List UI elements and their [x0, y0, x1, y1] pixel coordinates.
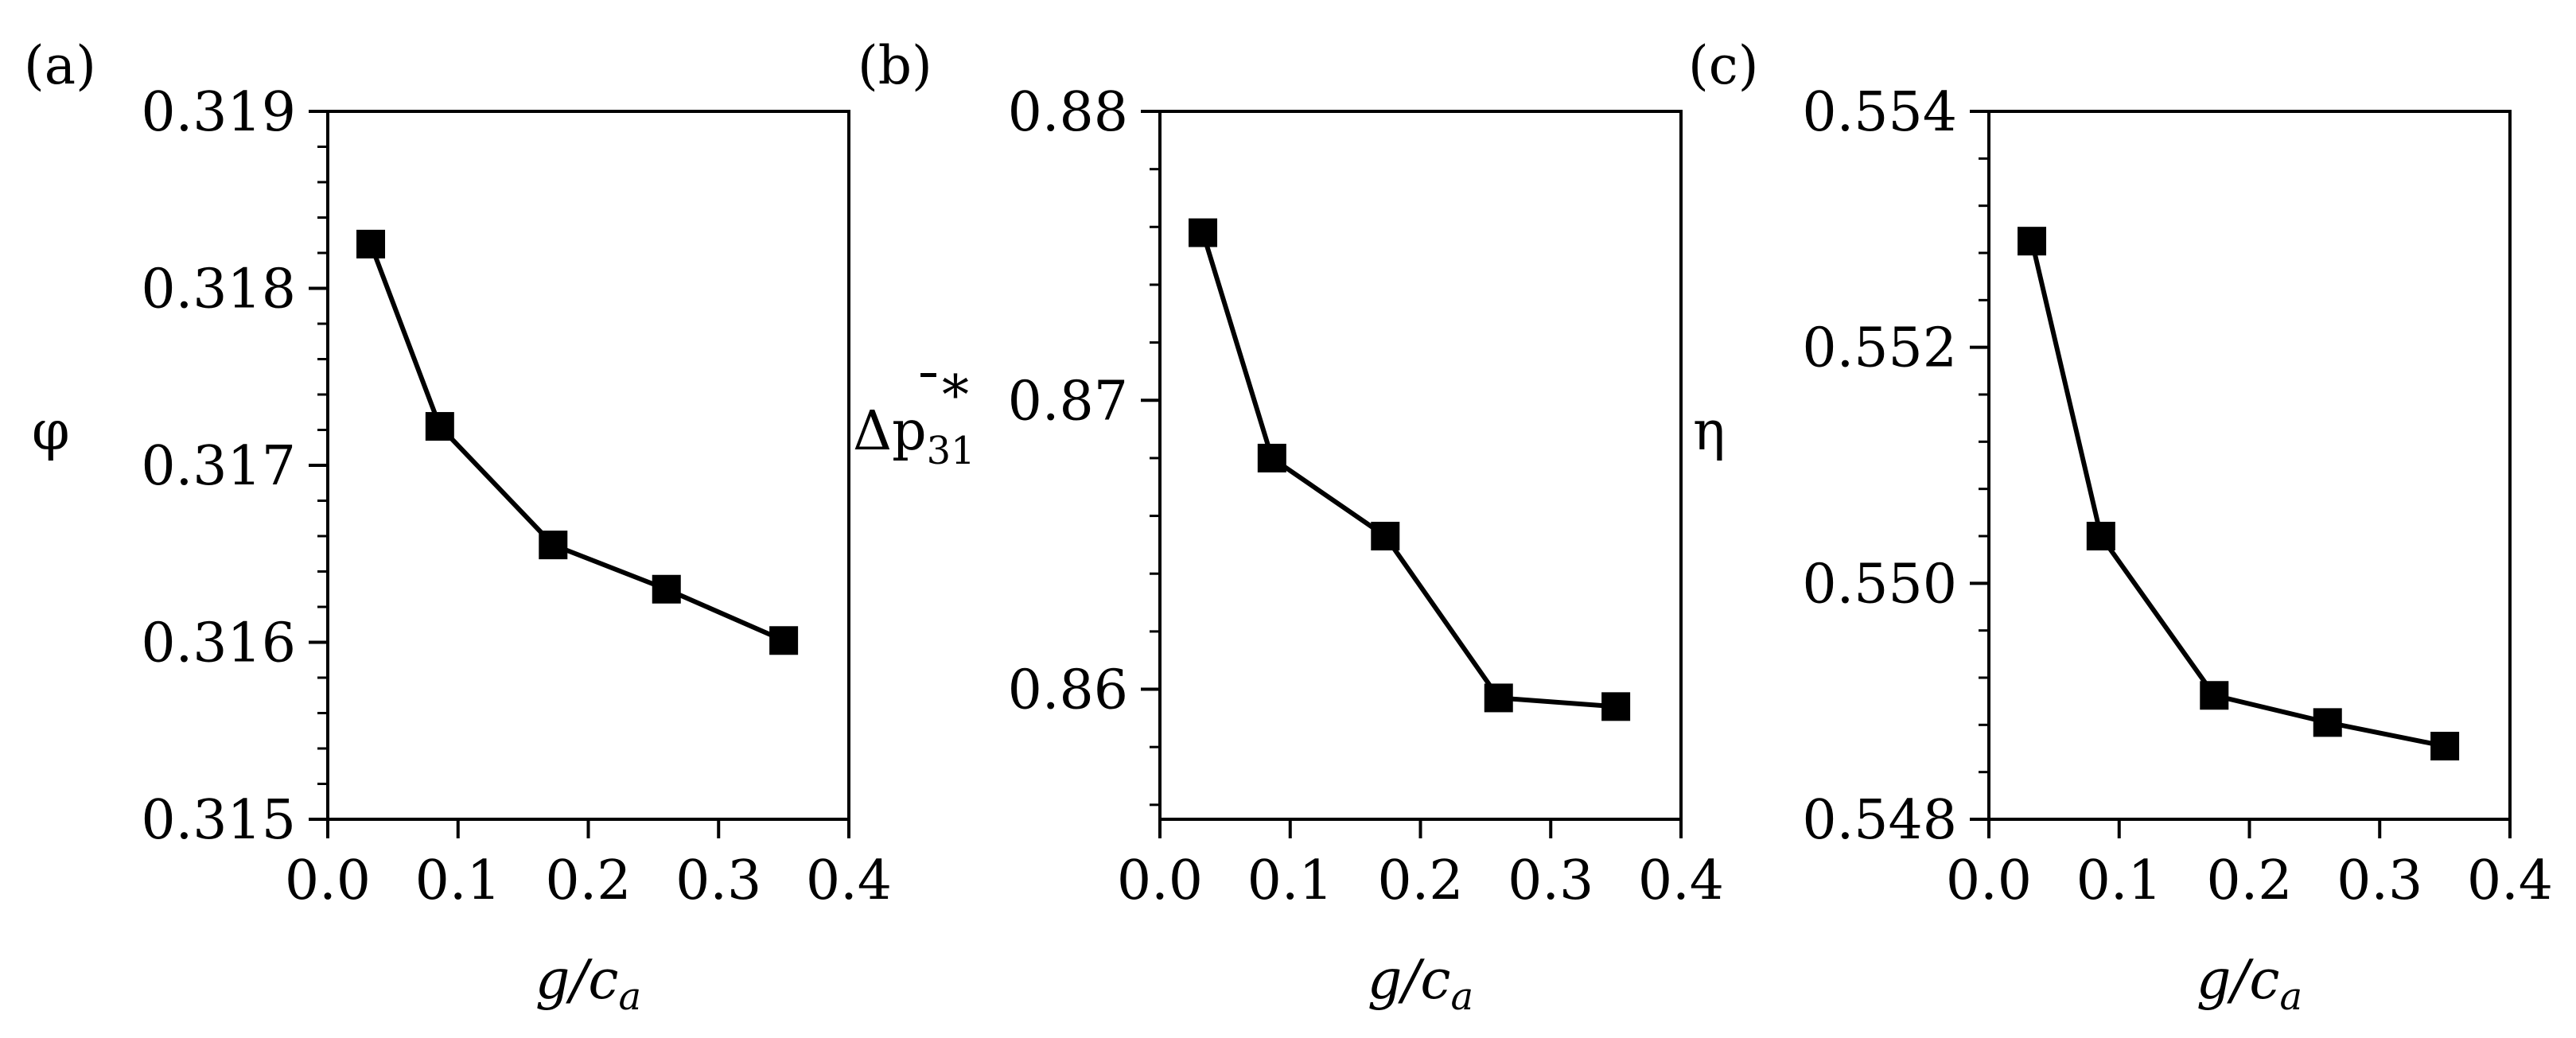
- y-axis-label: Δp31: [853, 400, 975, 473]
- series-line: [368, 243, 785, 643]
- data-point: [356, 229, 386, 259]
- x-tick-label: 0.1: [1247, 849, 1333, 912]
- y-axis-label-main: Δp: [853, 400, 927, 463]
- y-axis-label-sup: ̄*: [920, 364, 969, 427]
- y-tick-label: 0.552: [1802, 317, 1957, 380]
- x-tick-label: 0.0: [1117, 849, 1203, 912]
- data-point: [1601, 692, 1631, 721]
- plot-frame: [326, 110, 850, 821]
- x-axis-label: g/ca: [535, 949, 641, 1019]
- y-tick-label: 0.318: [141, 259, 296, 321]
- y-tick-label: 0.554: [1802, 81, 1957, 144]
- x-tick-label: 0.0: [1946, 849, 2032, 912]
- y-axis-label-main: φ: [32, 400, 70, 463]
- y-tick-label: 0.317: [141, 435, 296, 498]
- chart-panel-a: 0.0 0.1 0.2 0.3 0.4 0.315 0.316 0.317 0.318 0.319…: [24, 35, 892, 1019]
- x-tick-label: 0.2: [1377, 849, 1463, 912]
- y-tick-label: 0.316: [141, 612, 296, 675]
- y-axis-label-sub: 31: [927, 429, 975, 473]
- x-tick-label: 0.4: [806, 849, 892, 912]
- x-tick-label: 0.4: [2467, 849, 2553, 912]
- x-axis-label: g/ca: [1368, 949, 1473, 1019]
- data-point: [539, 531, 568, 560]
- x-axis-label: g/ca: [2197, 949, 2302, 1019]
- y-tick-label: 0.87: [1008, 370, 1128, 433]
- series-line: [2029, 240, 2446, 748]
- x-tick-label: 0.1: [415, 849, 501, 912]
- x-axis-label-sub: a: [2279, 974, 2302, 1019]
- x-axis-label-sub: a: [1450, 974, 1473, 1019]
- y-tick-label: 0.550: [1802, 553, 1957, 616]
- x-tick-label: 0.1: [2076, 849, 2162, 912]
- x-tick-label: 0.3: [675, 849, 761, 912]
- x-tick-label: 0.3: [2337, 849, 2422, 912]
- y-axis-label: η: [1693, 400, 1726, 463]
- x-axis-label-main: g/c: [535, 949, 619, 1012]
- y-axis-label-main: η: [1693, 400, 1726, 463]
- chart-panel-b: 0.0 0.1 0.2 0.3 0.4 0.86 0.87 0.88 (b) g/ca Δp31̄*: [853, 35, 1724, 1019]
- x-tick-label: 0.4: [1638, 849, 1724, 912]
- chart-panel-c: 0.0 0.1 0.2 0.3 0.4 0.548 0.550 0.552 0.554 (c) g/…: [1688, 35, 2553, 1019]
- panel-label: (a): [24, 35, 96, 96]
- data-point: [1257, 443, 1286, 472]
- y-tick-label: 0.548: [1802, 789, 1957, 852]
- data-point: [2313, 708, 2342, 737]
- y-tick-label: 0.88: [1008, 81, 1128, 144]
- y-tick-label: 0.86: [1008, 659, 1128, 722]
- x-tick-label: 0.2: [545, 849, 631, 912]
- x-tick-label: 0.0: [285, 849, 371, 912]
- data-point: [2430, 732, 2460, 761]
- x-axis-label-main: g/c: [2197, 949, 2280, 1012]
- x-axis-label-main: g/c: [1368, 949, 1451, 1012]
- data-point: [1189, 218, 1218, 247]
- data-point: [2086, 522, 2115, 550]
- data-point: [769, 626, 799, 655]
- x-axis-label-sub: a: [618, 974, 641, 1019]
- y-axis-label: φ: [32, 400, 70, 463]
- data-point: [2200, 681, 2229, 710]
- plot-frame: [1987, 110, 2512, 821]
- data-point: [652, 574, 681, 604]
- data-point: [2018, 227, 2047, 256]
- panel-label: (c): [1688, 35, 1758, 96]
- data-point: [1484, 683, 1513, 713]
- data-point: [1371, 522, 1400, 550]
- y-tick-label: 0.319: [141, 81, 296, 144]
- y-tick-label: 0.315: [141, 789, 296, 852]
- panel-label: (b): [858, 35, 932, 96]
- data-point: [425, 412, 454, 441]
- x-tick-label: 0.3: [1508, 849, 1593, 912]
- x-tick-label: 0.2: [2206, 849, 2292, 912]
